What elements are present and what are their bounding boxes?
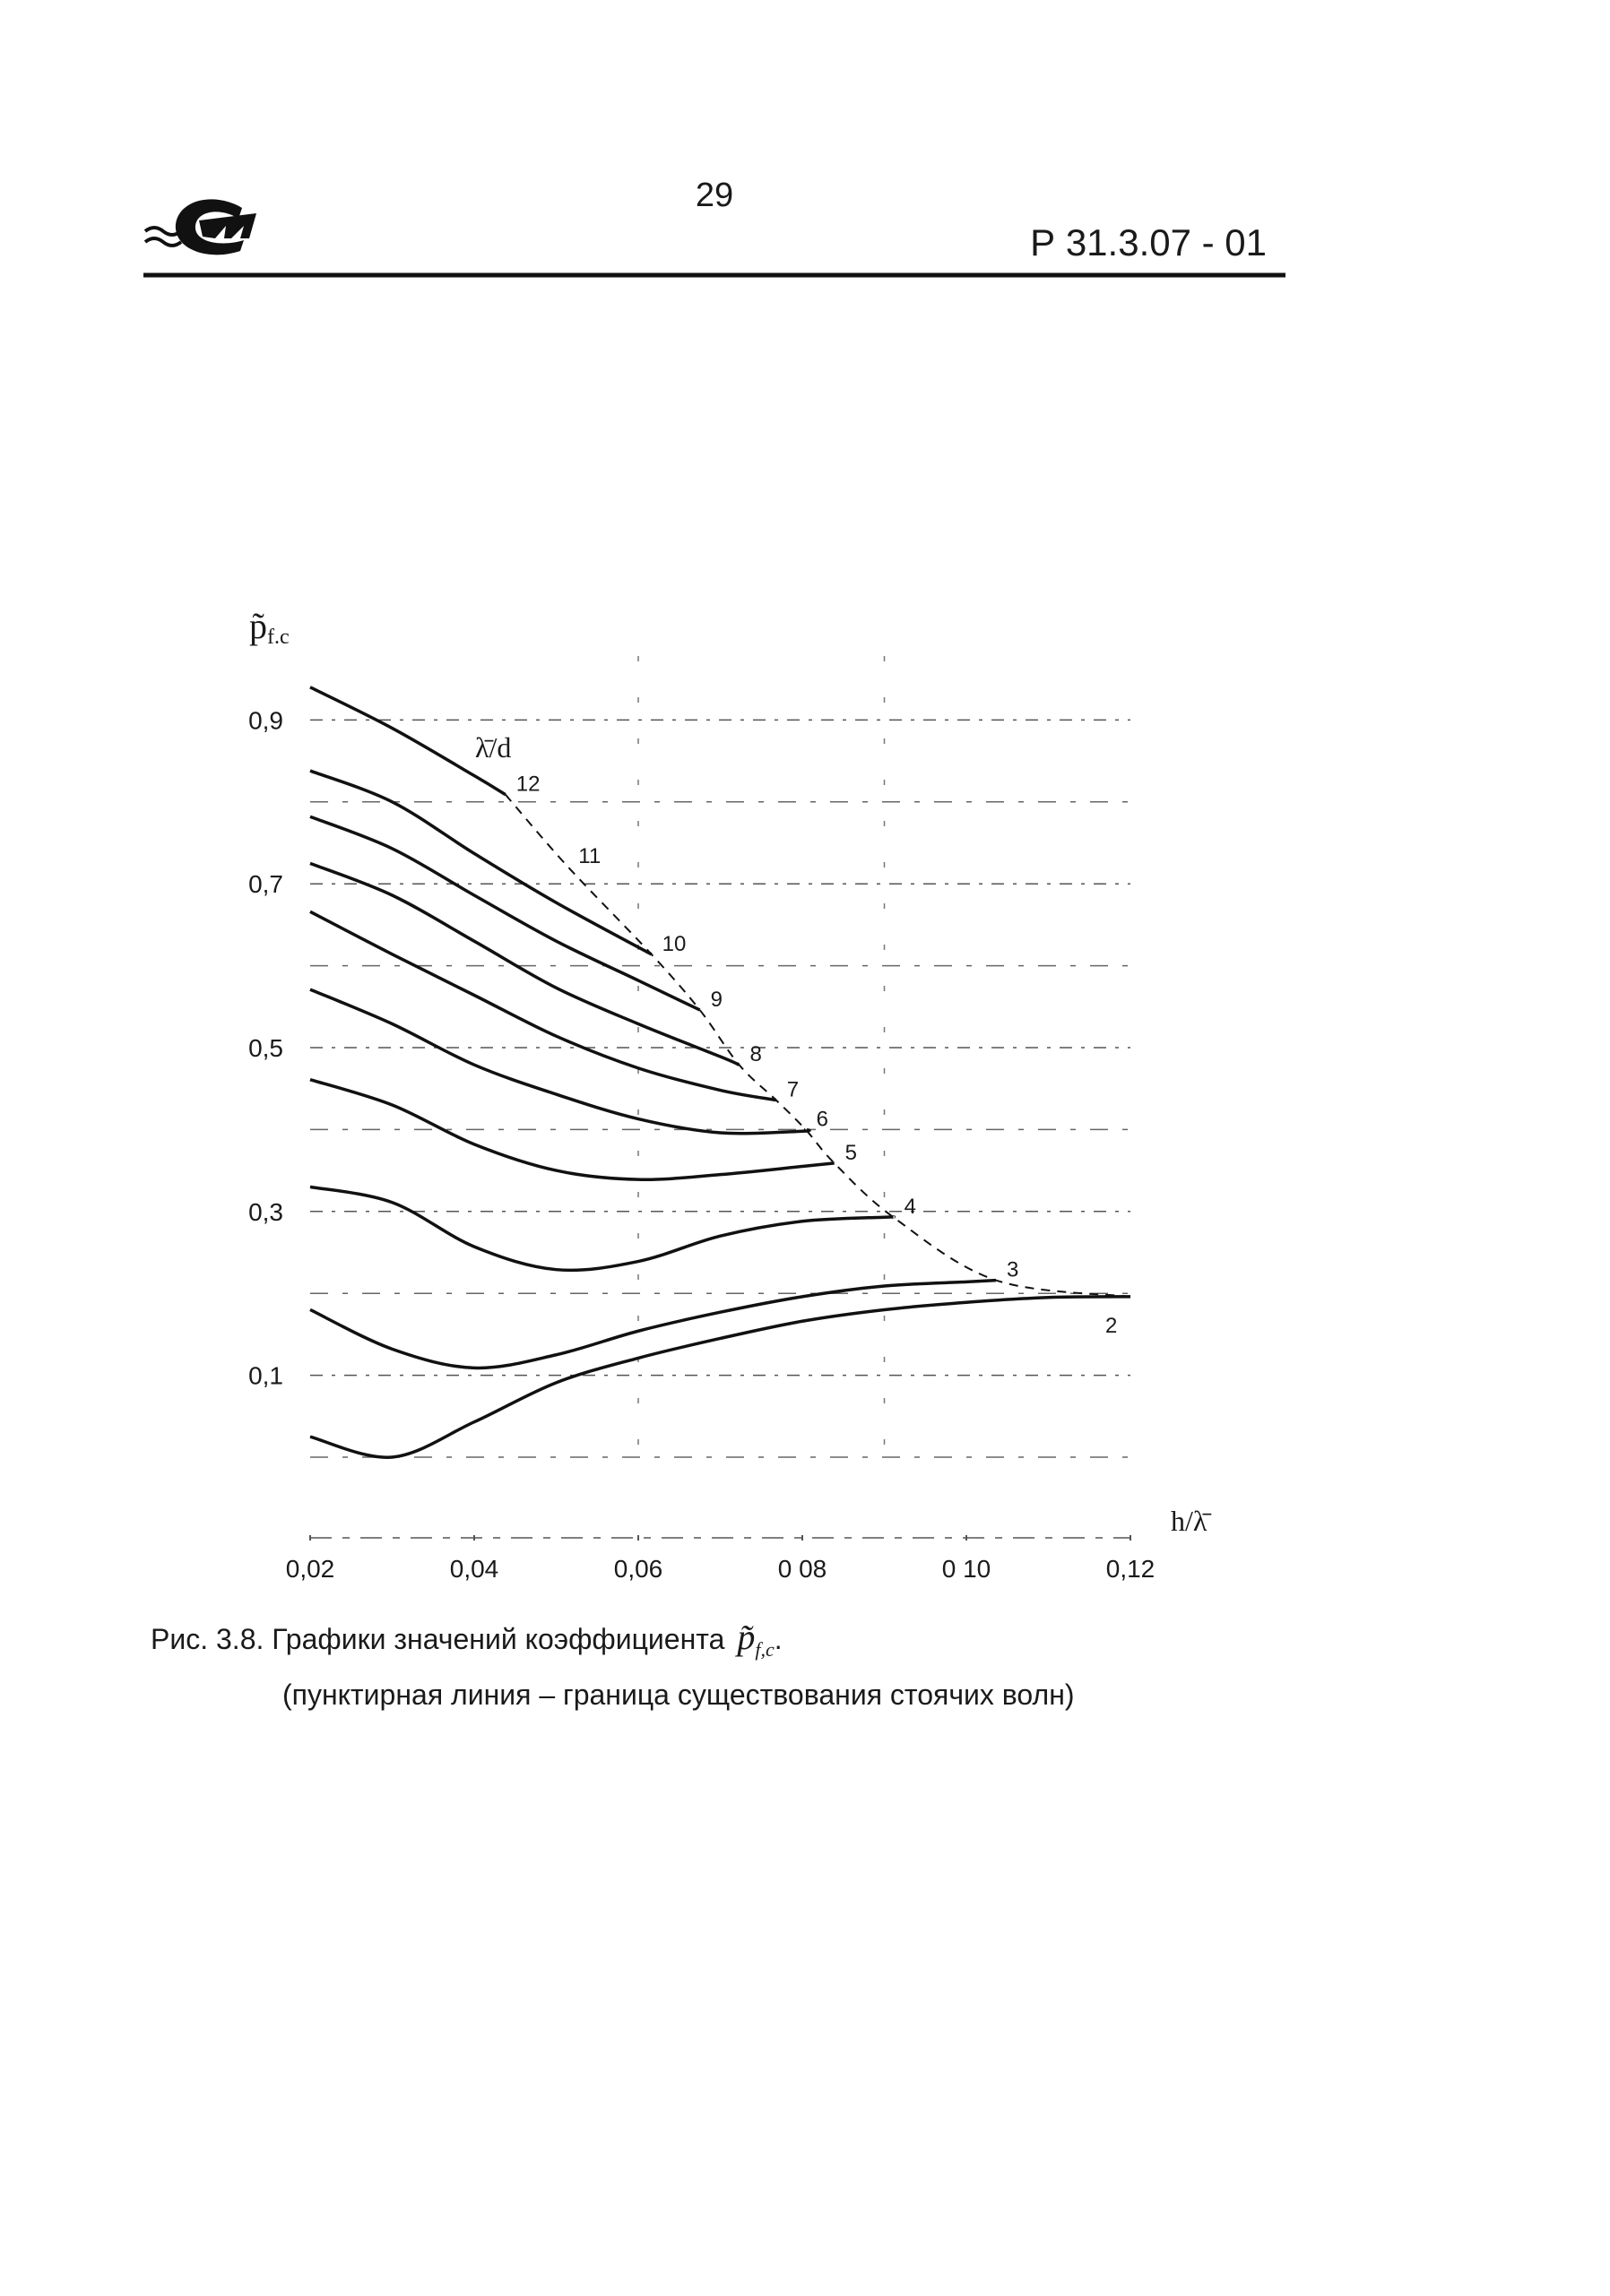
caption-text: Рис. 3.8. Графики значений коэффициента — [151, 1623, 725, 1655]
curve-label: 12 — [516, 773, 541, 797]
y-label-subscript: f.c — [267, 626, 290, 649]
boundary-line — [505, 793, 1131, 1298]
curve — [309, 910, 777, 1102]
x-tick-label: 0,02 — [286, 1555, 335, 1583]
x-tick-label: 0,12 — [1106, 1555, 1156, 1583]
document-code: Р 31.3.07 - 01 — [1030, 221, 1267, 263]
curve-label: 5 — [845, 1141, 857, 1165]
caption-line-2: (пунктирная линия – граница существовани… — [282, 1679, 1075, 1711]
curve-label: 6 — [817, 1107, 828, 1131]
curve-label: 8 — [750, 1042, 762, 1066]
curve-label: 4 — [905, 1195, 916, 1219]
logo — [143, 199, 256, 255]
curve-label: 10 — [662, 932, 687, 956]
x-axis-label: h/λ̄ — [1171, 1505, 1211, 1537]
curve — [309, 1077, 835, 1181]
x-tick-label: 0,06 — [614, 1555, 663, 1583]
curve-label: 2 — [1105, 1314, 1117, 1338]
curve — [309, 1185, 896, 1273]
curve-label: 3 — [1007, 1258, 1018, 1282]
page-number: 29 — [696, 177, 733, 214]
curve-label: 11 — [578, 844, 601, 868]
curve — [309, 1278, 997, 1370]
curve — [309, 988, 811, 1135]
curve-label: 9 — [711, 988, 723, 1012]
y-tick-label: 0,1 — [248, 1362, 283, 1390]
caption-subscript: f,c — [755, 1638, 775, 1661]
curve — [309, 861, 740, 1066]
caption-end: . — [775, 1623, 783, 1655]
y-tick-label: 0,7 — [248, 870, 283, 898]
y-tick-label: 0,9 — [248, 706, 283, 734]
caption-symbol: p̃ — [734, 1617, 755, 1657]
x-tick-label: 0 10 — [942, 1555, 991, 1583]
y-tick-label: 0,5 — [248, 1034, 283, 1062]
caption-line-1: Рис. 3.8. Графики значений коэффициента p… — [151, 1617, 783, 1661]
chart: 0,1 0,3 0,5 0,7 0,9 0,02 0,04 0,06 0 08 0 10 0,12 1… — [248, 656, 1155, 1583]
curve — [309, 686, 506, 797]
curve-label: 7 — [787, 1077, 799, 1101]
curve — [309, 815, 701, 1012]
curves-title: λ̄/d — [475, 731, 511, 764]
curve — [309, 1295, 1131, 1459]
x-tick-label: 0 08 — [778, 1555, 827, 1583]
y-axis-label: p̃f.c — [249, 606, 290, 649]
x-tick-label: 0,04 — [450, 1555, 499, 1583]
y-label-symbol: p̃ — [249, 606, 267, 646]
curve — [309, 769, 653, 956]
y-tick-label: 0,3 — [248, 1198, 283, 1226]
